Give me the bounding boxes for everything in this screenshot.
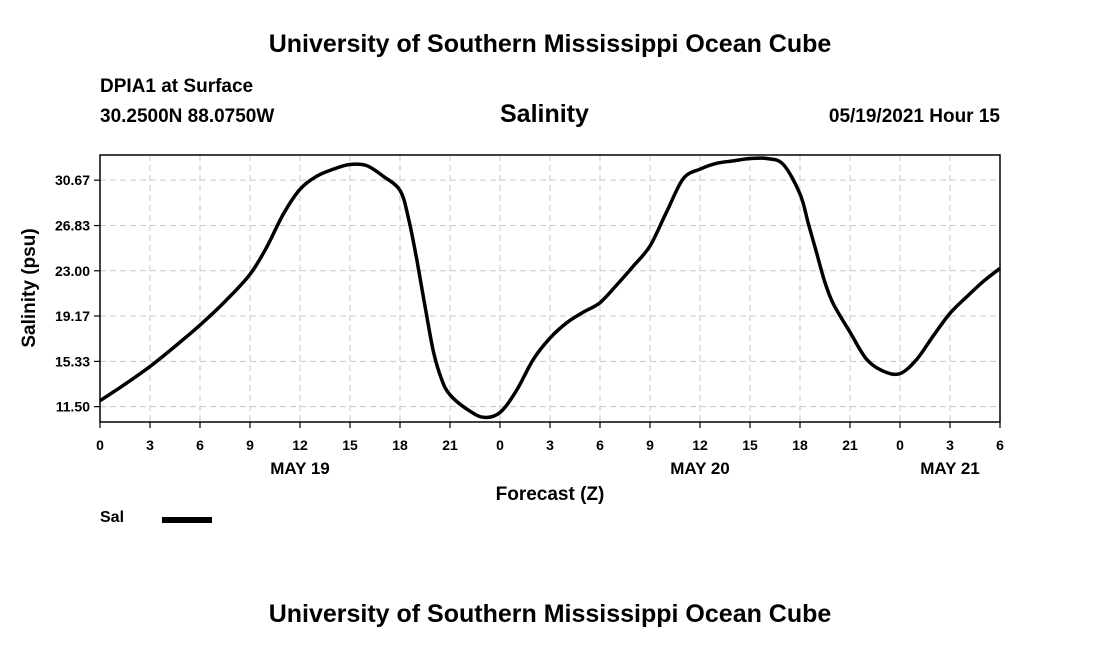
date-label: MAY 20 <box>670 459 730 478</box>
x-tick-label: 6 <box>196 437 204 453</box>
x-tick-label: 12 <box>292 437 308 453</box>
x-tick-label: 6 <box>996 437 1004 453</box>
series-group <box>99 156 1002 420</box>
x-tick-label: 21 <box>842 437 858 453</box>
y-tick-label: 30.67 <box>55 172 90 188</box>
legend-label: Sal <box>100 509 125 526</box>
x-tick-label: 21 <box>442 437 458 453</box>
x-tick-label: 9 <box>646 437 654 453</box>
x-tick-label: 3 <box>946 437 954 453</box>
x-axis: 0 3 6 9 12 15 18 21 0 3 6 9 12 15 18 21 0 3 6 MAY 19 MAY 20 M… <box>96 422 1004 478</box>
top-title: University of Southern Mississippi Ocean… <box>268 30 832 58</box>
y-tick-label: 23.00 <box>55 263 90 279</box>
x-tick-label: 0 <box>496 437 504 453</box>
x-tick-label: 3 <box>546 437 554 453</box>
series-line-sal <box>99 156 1002 420</box>
legend-swatch <box>162 517 212 523</box>
x-tick-label: 15 <box>342 437 358 453</box>
forecast-timestamp: 05/19/2021 Hour 15 <box>828 106 1000 127</box>
x-axis-label: Forecast (Z) <box>496 484 605 505</box>
x-tick-label: 6 <box>596 437 604 453</box>
y-tick-label: 15.33 <box>55 353 90 369</box>
x-tick-label: 0 <box>96 437 104 453</box>
y-tick-label: 19.17 <box>55 308 90 324</box>
station-coords: 30.2500N 88.0750W <box>100 106 275 127</box>
x-tick-label: 18 <box>392 437 408 453</box>
x-tick-label: 9 <box>246 437 254 453</box>
y-axis-label: Salinity (psu) <box>19 228 40 347</box>
bottom-title: University of Southern Mississippi Ocean… <box>268 600 832 628</box>
date-label: MAY 21 <box>920 459 980 478</box>
y-tick-label: 11.50 <box>56 399 90 415</box>
date-label: MAY 19 <box>270 459 330 478</box>
x-tick-label: 12 <box>692 437 708 453</box>
x-tick-label: 18 <box>792 437 808 453</box>
y-tick-label: 26.83 <box>55 218 90 234</box>
x-tick-label: 3 <box>146 437 154 453</box>
x-tick-label: 15 <box>742 437 758 453</box>
station-name: DPIA1 at Surface <box>100 76 254 97</box>
y-axis: 11.50 15.33 19.17 23.00 26.83 30.67 <box>55 172 100 415</box>
grid-lines <box>100 155 1000 422</box>
x-tick-label: 0 <box>896 437 904 453</box>
chart-title: Salinity <box>500 100 589 128</box>
